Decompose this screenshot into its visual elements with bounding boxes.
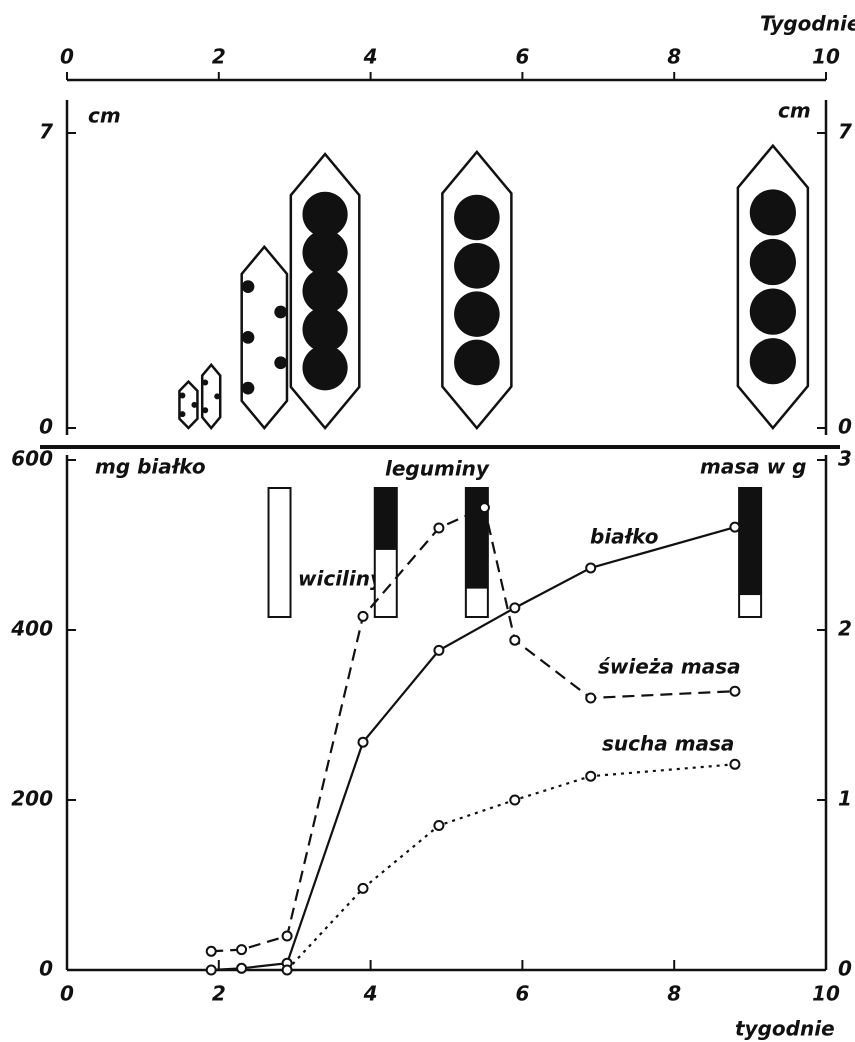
y-label: cm: [88, 104, 121, 128]
y-tick-label: 2: [838, 617, 852, 641]
point: [359, 738, 368, 747]
box: [269, 488, 291, 617]
seed: [191, 402, 197, 408]
seed: [202, 380, 208, 386]
point: [586, 563, 595, 572]
y-tick-label: 7: [838, 120, 852, 144]
point: [510, 603, 519, 612]
point: [237, 945, 246, 954]
x-tick-label: 6: [515, 982, 529, 1006]
point: [359, 612, 368, 621]
bottom-x-label: tygodnie: [735, 1017, 835, 1041]
point: [283, 966, 292, 975]
seed: [274, 306, 287, 319]
series-label: świeża masa: [598, 655, 741, 679]
y-tick-label: 600: [11, 447, 53, 471]
y-tick-label: 0: [838, 415, 852, 439]
y-tick-label: 0: [838, 957, 852, 981]
annotation: leguminy: [385, 457, 490, 481]
point: [359, 884, 368, 893]
point: [586, 772, 595, 781]
series-line: [287, 764, 735, 970]
seed: [302, 345, 347, 390]
y-tick-label: 0: [39, 957, 53, 981]
seed: [214, 393, 220, 399]
point: [510, 636, 519, 645]
x-tick-label: 4: [363, 982, 378, 1006]
seed: [454, 195, 500, 241]
x-tick-label: 2: [212, 982, 226, 1006]
top-x-label: Tygodnie: [760, 12, 855, 36]
seed: [179, 411, 185, 417]
y2-label: cm: [778, 99, 811, 123]
point: [207, 966, 216, 975]
y2-label: masa w g: [700, 455, 806, 479]
seed: [242, 382, 255, 395]
point: [730, 523, 739, 532]
legumin-fill: [375, 488, 397, 550]
x-tick-label: 0: [60, 45, 74, 69]
point: [510, 796, 519, 805]
point: [434, 646, 443, 655]
y-tick-label: 0: [39, 415, 53, 439]
y-tick-label: 400: [10, 617, 53, 641]
y-tick-label: 200: [11, 787, 53, 811]
seed: [750, 239, 796, 285]
annotation: wiciliny: [298, 567, 384, 591]
x-tick-label: 8: [667, 45, 681, 69]
point: [730, 760, 739, 769]
point: [434, 821, 443, 830]
seed: [242, 280, 255, 293]
seed: [274, 356, 287, 369]
pod: [442, 152, 511, 428]
legumin-fill: [739, 488, 761, 595]
x-tick-label: 4: [363, 45, 378, 69]
y-label: mg białko: [95, 455, 206, 479]
chart: Tygodnie cm cm mg białko masa w g tygodn…: [0, 0, 855, 1042]
point: [207, 947, 216, 956]
point: [480, 503, 489, 512]
pod: [738, 146, 808, 428]
seed: [750, 338, 796, 384]
y-tick-label: 3: [838, 447, 852, 471]
x-tick-label: 10: [812, 982, 840, 1006]
seed: [454, 291, 500, 337]
seed: [750, 289, 796, 335]
series-label: sucha masa: [602, 732, 734, 756]
point: [237, 964, 246, 973]
seed: [454, 243, 500, 289]
point: [434, 524, 443, 533]
seed: [454, 340, 500, 386]
point: [283, 932, 292, 941]
y-tick-label: 1: [838, 787, 852, 811]
x-tick-label: 10: [812, 45, 840, 69]
x-tick-label: 2: [212, 45, 226, 69]
seed: [242, 331, 255, 344]
x-tick-label: 6: [515, 45, 529, 69]
x-tick-label: 0: [60, 982, 74, 1006]
seed: [179, 393, 185, 399]
x-tick-label: 8: [667, 982, 681, 1006]
seed: [202, 407, 208, 413]
point: [586, 694, 595, 703]
y-tick-label: 7: [39, 120, 53, 144]
point: [730, 687, 739, 696]
series-label: białko: [590, 525, 659, 549]
seed: [750, 189, 796, 235]
